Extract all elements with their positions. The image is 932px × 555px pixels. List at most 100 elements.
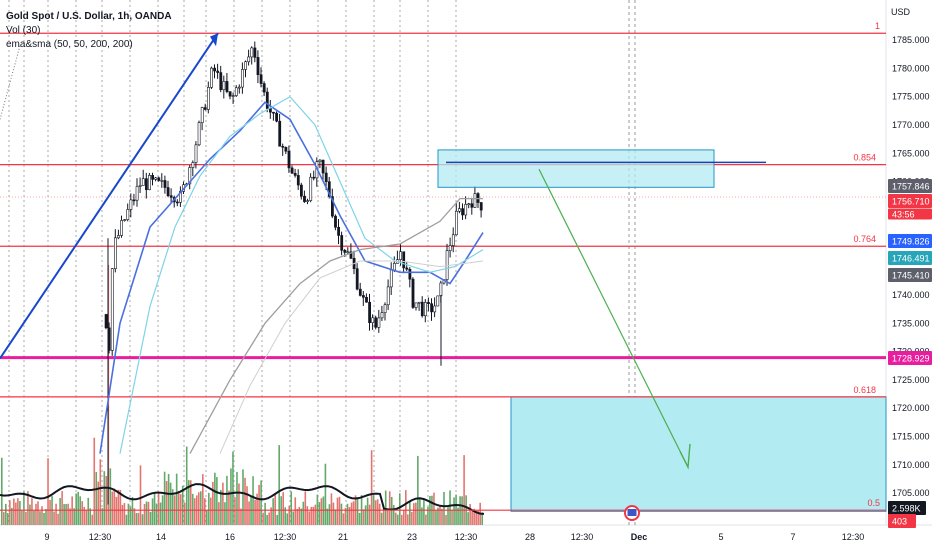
candle-body — [324, 172, 328, 183]
candle-body — [225, 81, 229, 92]
time-tick-label-11: 5 — [718, 532, 723, 542]
candle-body — [203, 107, 207, 110]
fib-level-label-0.5: 0.5 — [867, 498, 880, 508]
candle-body — [247, 56, 251, 63]
candle-body — [197, 122, 201, 146]
time-tick-label-10: Dec — [631, 532, 648, 542]
candle-body — [222, 81, 226, 91]
volume-bar — [199, 491, 202, 525]
candle-body — [207, 87, 210, 110]
volume-bar — [376, 499, 379, 525]
candle-body — [349, 251, 353, 259]
volume-bar — [15, 502, 17, 525]
candle-body — [290, 167, 294, 174]
volume-bar — [457, 507, 459, 525]
volume-bar — [145, 501, 148, 525]
volume-bar — [244, 477, 246, 525]
volume-bar — [350, 502, 353, 525]
candle-body — [361, 295, 365, 298]
candle-body — [420, 301, 424, 317]
volume-bar — [220, 489, 222, 525]
volume-bar — [435, 510, 437, 525]
volume-bar — [31, 498, 33, 525]
candle-body — [154, 177, 158, 180]
volume-bar — [121, 504, 124, 525]
candle-body — [135, 186, 139, 201]
volume-bar — [69, 508, 71, 525]
volume-bar — [21, 510, 23, 525]
price-tick-label-2: 1775.000 — [892, 92, 930, 102]
volume-bar — [187, 480, 190, 525]
price-badge-bg-0 — [888, 179, 932, 193]
volume-bar — [400, 514, 403, 525]
candle-body — [281, 145, 285, 148]
candle-body — [392, 263, 396, 271]
volume-bar — [264, 502, 266, 525]
volume-bar — [481, 512, 483, 525]
volume-bar — [318, 502, 321, 525]
volume-bar — [405, 490, 407, 525]
candle-body — [423, 302, 427, 317]
candle-body — [371, 317, 375, 324]
volume-bar — [336, 497, 339, 525]
event-flag-inner-icon — [627, 509, 637, 516]
volume-bar — [206, 510, 208, 525]
candle-body — [386, 286, 390, 306]
volume-bar — [238, 483, 240, 525]
candle-body — [219, 72, 223, 91]
candle-body — [321, 159, 325, 174]
volume-bar — [338, 496, 341, 525]
candle-body — [213, 67, 217, 72]
volume-bar — [328, 504, 331, 525]
volume-bar — [91, 514, 94, 525]
price-badge-8: 403 — [892, 517, 907, 527]
volume-bar — [133, 508, 136, 525]
volume-bar — [262, 512, 264, 525]
volume-bar — [171, 489, 174, 525]
candle-body — [272, 111, 275, 114]
volume-bar — [25, 511, 27, 525]
volume-bar — [230, 468, 232, 525]
candle-body — [417, 301, 421, 304]
fib-level-label-0.854: 0.854 — [853, 153, 876, 163]
trend-line-up — [0, 32, 219, 359]
volume-bar — [302, 501, 305, 525]
volume-bar — [202, 474, 204, 525]
candle-body — [458, 208, 461, 212]
volume-bar — [155, 503, 158, 525]
volume-bar — [296, 508, 299, 525]
volume-bar — [113, 488, 116, 525]
time-tick-label-2: 14 — [156, 532, 166, 542]
volume-bar — [53, 511, 55, 525]
volume-bar — [61, 491, 63, 525]
volume-bar — [29, 504, 31, 525]
symbol-title: Gold Spot / U.S. Dollar, 1h, OANDA — [6, 11, 172, 22]
volume-bar — [390, 496, 393, 525]
volume-bar — [473, 508, 475, 525]
candle-body — [464, 204, 468, 216]
volume-bar — [191, 493, 194, 525]
volume-bar — [419, 497, 421, 525]
time-tick-label-0: 9 — [44, 532, 49, 542]
volume-bar — [411, 512, 413, 525]
volume-bar — [163, 471, 166, 525]
price-tick-label-9: 1725.000 — [892, 375, 930, 385]
volume-bar — [17, 498, 19, 525]
candle-body — [365, 296, 368, 303]
volume-bar — [441, 508, 443, 525]
volume-bar — [368, 504, 371, 525]
fib-level-label-1: 1 — [875, 21, 880, 31]
volume-bar — [272, 498, 274, 525]
volume-bar — [378, 503, 381, 525]
volume-bar — [258, 484, 260, 525]
price-badge-6: 1728.929 — [892, 354, 930, 364]
volume-bar — [312, 506, 315, 525]
volume-bar — [290, 491, 293, 525]
candle-body — [123, 219, 127, 221]
volume-bar — [340, 503, 343, 525]
price-badge-5: 1745.410 — [892, 271, 930, 281]
candle-body — [451, 234, 455, 246]
volume-bar — [216, 477, 218, 525]
